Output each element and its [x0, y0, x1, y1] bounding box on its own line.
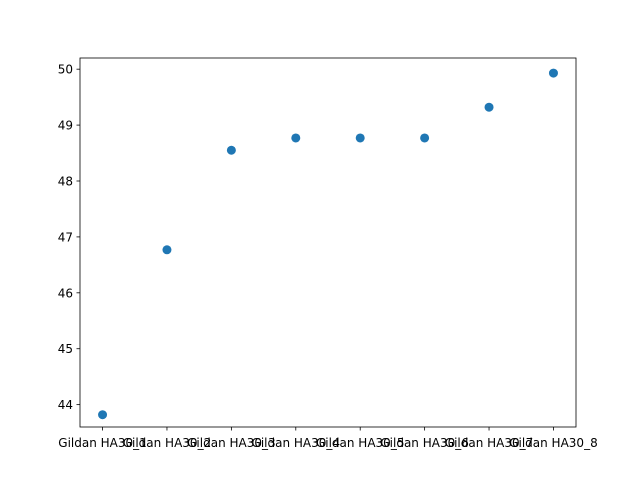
y-tick-label: 50 [58, 63, 73, 77]
x-tick-label: Gildan HA30_6 [380, 436, 469, 450]
x-tick-label: Gildan HA30_2 [123, 436, 212, 450]
scatter-point [291, 133, 301, 143]
x-tick-label: Gildan HA30_4 [252, 436, 341, 450]
y-tick-label: 49 [58, 119, 73, 133]
scatter-point [548, 68, 558, 78]
scatter-point [420, 133, 430, 143]
plot-area-frame [79, 57, 577, 428]
data-points [98, 68, 558, 420]
scatter-point [162, 245, 172, 255]
y-axis-ticks: 44 45 46 47 48 49 50 [58, 63, 80, 412]
scatter-point [98, 410, 108, 420]
scatter-point [484, 102, 494, 112]
y-tick-label: 47 [58, 230, 73, 244]
scatter-point [355, 133, 365, 143]
y-tick-label: 48 [58, 175, 73, 189]
x-tick-label: Gildan HA30_3 [187, 436, 276, 450]
y-tick-label: 45 [58, 342, 73, 356]
y-tick-label: 46 [58, 286, 73, 300]
x-tick-label: Gildan HA30_5 [316, 436, 405, 450]
x-tick-label: Gildan HA30_7 [445, 436, 534, 450]
x-tick-label: Gildan HA30_8 [509, 436, 598, 450]
x-tick-label: Gildan HA30_1 [58, 436, 147, 450]
scatter-point [226, 145, 236, 155]
y-tick-label: 44 [58, 398, 73, 412]
